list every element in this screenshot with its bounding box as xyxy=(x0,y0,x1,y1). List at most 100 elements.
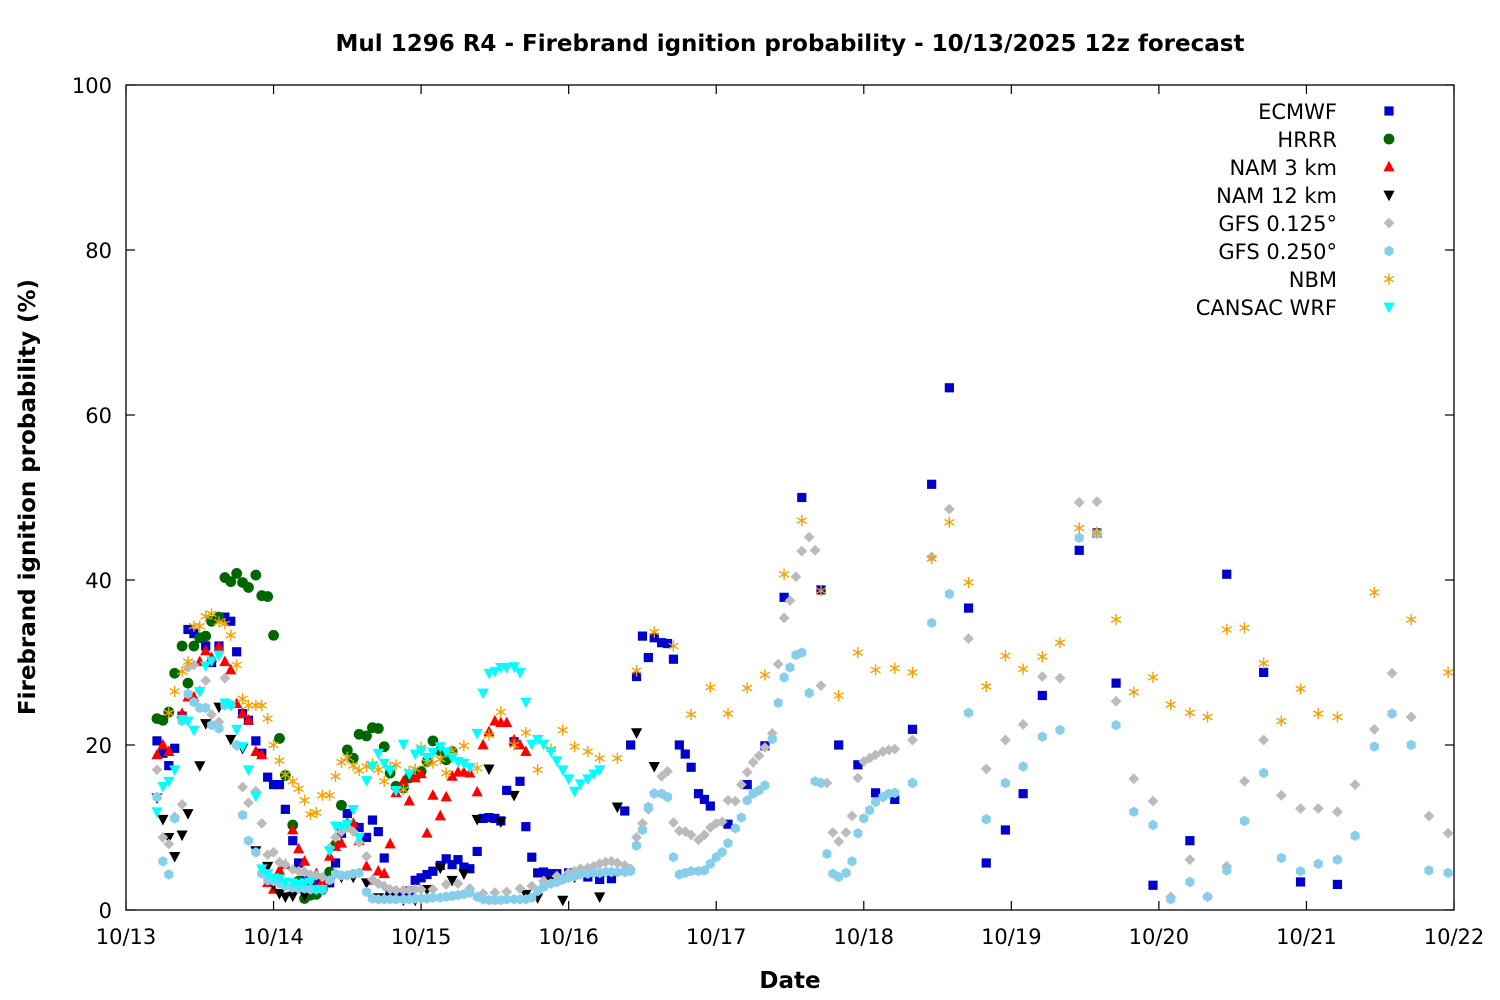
data-point-ecmwf xyxy=(963,603,974,613)
data-point-gfs-0-250 xyxy=(890,787,900,799)
data-point-hrrr xyxy=(176,640,188,652)
data-point-gfs-0-125 xyxy=(796,545,808,557)
data-point-cansac-wrf xyxy=(324,846,336,857)
data-point-nbm xyxy=(1239,622,1250,634)
data-point-gfs-0-125 xyxy=(316,871,328,883)
data-point-nbm xyxy=(348,760,359,772)
data-point-gfs-0-250 xyxy=(981,814,991,825)
series-cansac-wrf xyxy=(151,650,606,896)
data-point-nam-3-km xyxy=(434,809,446,821)
data-point-gfs-0-250 xyxy=(773,697,783,709)
data-point-ecmwf xyxy=(220,612,230,622)
data-point-cansac-wrf xyxy=(347,804,359,816)
data-point-gfs-0-250 xyxy=(1259,767,1269,779)
data-point-gfs-0-125 xyxy=(631,832,642,843)
data-point-gfs-0-125 xyxy=(390,884,402,896)
data-point-hrrr xyxy=(225,576,237,588)
data-point-ecmwf xyxy=(637,631,648,641)
data-point-gfs-0-125 xyxy=(803,531,815,543)
data-point-ecmwf xyxy=(342,808,352,819)
data-point-gfs-0-250 xyxy=(1148,819,1158,831)
data-point-cansac-wrf xyxy=(157,781,169,793)
legend-marker-gfs-0-250 xyxy=(1384,245,1394,257)
data-point-gfs-0-125 xyxy=(1386,667,1398,679)
data-point-ecmwf xyxy=(441,854,451,864)
data-point-nbm xyxy=(373,764,384,776)
data-point-nam-12-km xyxy=(169,851,181,863)
x-axis-label: Date xyxy=(759,968,820,994)
data-point-nbm xyxy=(668,640,679,652)
data-point-nam-3-km xyxy=(293,842,305,854)
data-point-ecmwf xyxy=(354,822,364,833)
data-point-gfs-0-125 xyxy=(980,763,992,775)
data-point-gfs-0-250 xyxy=(834,871,844,883)
data-point-gfs-0-125 xyxy=(1368,723,1380,735)
data-point-gfs-0-250 xyxy=(760,780,770,791)
data-point-nbm xyxy=(219,618,231,630)
data-point-gfs-0-125 xyxy=(1442,827,1454,839)
legend-label-nam-12-km: NAM 12 km xyxy=(1216,184,1337,208)
data-point-cansac-wrf xyxy=(151,807,163,819)
data-point-nbm xyxy=(741,682,753,694)
data-point-nam-3-km xyxy=(372,865,384,876)
data-point-gfs-0-250 xyxy=(1203,891,1213,902)
data-point-gfs-0-125 xyxy=(1295,803,1306,814)
data-point-ecmwf xyxy=(263,772,273,782)
data-point-nbm xyxy=(1037,651,1048,663)
data-point-gfs-0-250 xyxy=(841,867,851,879)
data-point-ecmwf xyxy=(620,806,630,816)
data-point-gfs-0-125 xyxy=(943,503,955,515)
data-point-gfs-0-250 xyxy=(207,720,217,731)
data-point-gfs-0-125 xyxy=(753,750,765,762)
data-point-nbm xyxy=(926,552,937,565)
x-tick-label: 10/14 xyxy=(243,925,304,949)
data-point-ecmwf xyxy=(546,869,556,879)
data-point-gfs-0-125 xyxy=(1110,695,1122,707)
data-point-nbm xyxy=(495,706,507,718)
data-point-ecmwf xyxy=(981,858,991,868)
data-point-nbm xyxy=(330,770,341,782)
data-point-cansac-wrf xyxy=(582,774,594,786)
data-point-gfs-0-250 xyxy=(626,866,636,877)
data-point-nbm xyxy=(169,685,180,697)
legend-marker-nbm xyxy=(1383,273,1395,285)
data-point-cansac-wrf xyxy=(366,762,379,773)
data-point-ecmwf xyxy=(1037,690,1047,701)
data-point-gfs-0-250 xyxy=(804,687,814,699)
y-tick-label: 20 xyxy=(85,734,112,758)
data-point-nbm xyxy=(176,665,188,678)
data-point-nbm xyxy=(594,752,605,764)
data-point-nbm xyxy=(262,713,273,725)
data-point-cansac-wrf xyxy=(231,724,243,736)
legend: ECMWF HRRR NAM 3 km NAM 12 km GFS 0.125° GFS … xyxy=(1196,100,1395,320)
data-point-nbm xyxy=(1276,715,1287,727)
data-point-ecmwf xyxy=(643,652,653,663)
data-point-nam-3-km xyxy=(250,745,262,756)
data-point-ecmwf xyxy=(484,813,494,823)
data-point-nbm xyxy=(944,516,955,528)
data-point-gfs-0-250 xyxy=(847,856,857,867)
data-point-cansac-wrf xyxy=(273,874,286,885)
data-point-gfs-0-250 xyxy=(164,869,174,880)
data-point-cansac-wrf xyxy=(163,776,175,788)
data-point-ecmwf xyxy=(944,383,954,393)
data-point-nam-12-km xyxy=(458,869,470,880)
data-point-ecmwf xyxy=(158,748,168,758)
data-point-nbm xyxy=(569,741,580,753)
x-tick-label: 10/22 xyxy=(1424,925,1485,949)
data-point-gfs-0-125 xyxy=(213,716,225,728)
x-tick-label: 10/16 xyxy=(538,925,599,949)
data-point-gfs-0-125 xyxy=(1312,803,1324,814)
data-point-ecmwf xyxy=(490,813,500,824)
data-point-gfs-0-250 xyxy=(730,823,740,834)
data-point-ecmwf xyxy=(1018,789,1028,799)
data-point-gfs-0-250 xyxy=(632,840,641,851)
data-point-nbm xyxy=(852,647,864,659)
x-tick-label: 10/13 xyxy=(96,925,157,949)
data-point-gfs-0-250 xyxy=(612,866,622,878)
data-point-gfs-0-125 xyxy=(200,675,212,687)
data-point-gfs-0-250 xyxy=(1443,867,1453,879)
data-point-cansac-wrf xyxy=(384,766,396,777)
data-point-cansac-wrf xyxy=(403,769,415,781)
